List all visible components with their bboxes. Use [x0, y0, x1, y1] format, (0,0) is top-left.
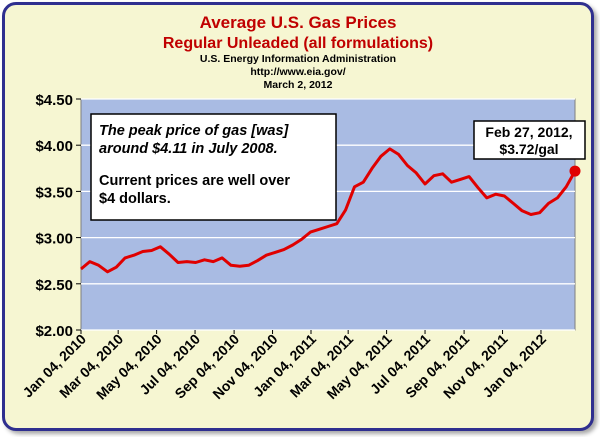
- gas-price-line: [80, 147, 577, 274]
- y-tick-label: $3.00: [35, 231, 73, 248]
- latest-price-value: $3.72/gal: [499, 141, 558, 157]
- chart-title: Average U.S. Gas Prices: [200, 13, 397, 32]
- annotation-peak-line-1: The peak price of gas [was]: [99, 123, 290, 139]
- y-tick-label: $4.50: [35, 92, 73, 109]
- y-tick-label: $3.50: [35, 184, 73, 201]
- chart-subtitle: Regular Unleaded (all formulations): [163, 35, 433, 52]
- source-line-2: http://www.eia.gov/: [250, 66, 345, 78]
- annotation-box: The peak price of gas [was] around $4.11…: [90, 113, 337, 221]
- y-tick-label: $4.00: [35, 138, 73, 155]
- chart-frame: Average U.S. Gas Prices Regular Unleaded…: [2, 2, 594, 431]
- source-line-3: March 2, 2012: [264, 79, 333, 91]
- annotation-box-background: [90, 113, 337, 221]
- x-tick-label: Jan 04, 2010: [19, 331, 89, 401]
- latest-price-callout-background: [473, 120, 586, 160]
- y-tick-label: $2.50: [35, 277, 73, 294]
- annotation-peak-line-2: around $4.11 in July 2008.: [99, 141, 278, 157]
- source-line-1: U.S. Energy Information Administration: [200, 53, 396, 65]
- latest-price-date: Feb 27, 2012,: [485, 124, 572, 140]
- annotation-current-line-2: $4 dollars.: [99, 191, 171, 207]
- latest-price-callout: Feb 27, 2012, $3.72/gal: [473, 120, 586, 160]
- latest-price-point: [569, 165, 581, 177]
- y-tick-label: $2.00: [35, 323, 73, 340]
- annotation-current-line-1: Current prices are well over: [99, 173, 290, 189]
- chart-svg: Average U.S. Gas Prices Regular Unleaded…: [19, 13, 586, 403]
